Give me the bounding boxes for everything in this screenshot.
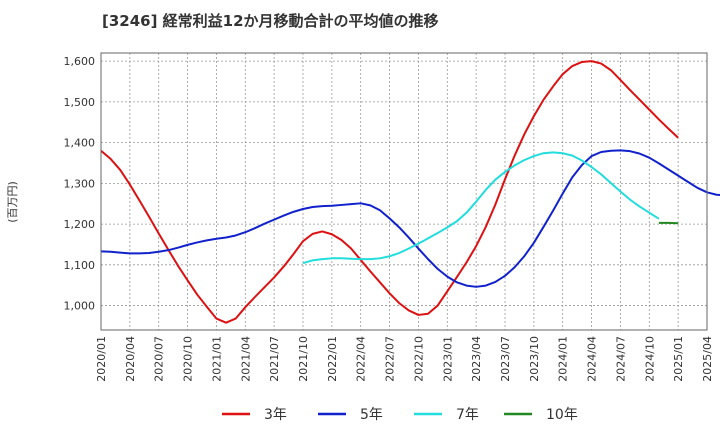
x-tick-label: 2020/01 [95, 336, 108, 382]
legend-label-3: 10年 [546, 407, 578, 423]
x-tick-label: 2021/10 [297, 336, 310, 382]
x-tick-label: 2023/10 [528, 336, 541, 382]
grid [100, 53, 708, 330]
x-tick-label: 2022/01 [326, 336, 339, 382]
series-line-2 [302, 151, 660, 265]
legend-label-0: 3年 [264, 407, 287, 423]
y-tick-label: 1,100 [64, 259, 96, 272]
x-tick-label: 2025/01 [672, 336, 685, 382]
legend-label-1: 5年 [360, 407, 383, 423]
x-tick-label: 2023/07 [499, 336, 512, 382]
x-tick-label: 2022/10 [412, 336, 425, 382]
series-lines [100, 60, 720, 324]
x-tick-label: 2020/10 [182, 336, 195, 382]
y-tick-label: 1,500 [64, 96, 96, 109]
x-tick-label: 2024/04 [586, 336, 599, 382]
x-tick-label: 2024/10 [643, 336, 656, 382]
x-tick-label: 2021/07 [268, 336, 281, 382]
y-tick-label: 1,200 [64, 218, 96, 231]
x-tick-label: 2022/04 [355, 336, 368, 382]
y-axis-label: (百万円) [6, 181, 19, 223]
y-tick-label: 1,300 [64, 177, 96, 190]
x-tick-label: 2024/07 [614, 336, 627, 382]
series-line-0 [100, 60, 679, 324]
y-tick-label: 1,600 [64, 55, 96, 68]
x-tick-label: 2020/04 [124, 336, 137, 382]
x-tick-label: 2024/01 [557, 336, 570, 382]
y-axis-ticks: 1,000 1,100 1,200 1,300 1,400 1,500 1,600 [64, 55, 96, 312]
x-tick-label: 2023/01 [441, 336, 454, 382]
x-tick-label: 2021/01 [210, 336, 223, 382]
x-tick-label: 2022/07 [384, 336, 397, 382]
legend-label-2: 7年 [456, 407, 479, 423]
x-tick-label: 2023/04 [470, 336, 483, 382]
y-tick-label: 1,400 [64, 137, 96, 150]
legend: 3年 5年 7年 10年 [222, 407, 578, 423]
x-axis-ticks: 2020/01 2020/04 2020/07 2020/10 2021/01 2021/… [95, 336, 714, 382]
x-tick-label: 2025/04 [701, 336, 714, 382]
y-tick-label: 1,000 [64, 300, 96, 313]
x-tick-label: 2020/07 [153, 336, 166, 382]
plot-frame [100, 52, 708, 331]
x-tick-label: 2021/04 [239, 336, 252, 382]
series-line-1 [100, 149, 720, 288]
chart-title: [3246] 経常利益12か月移動合計の平均値の推移 [102, 12, 439, 30]
